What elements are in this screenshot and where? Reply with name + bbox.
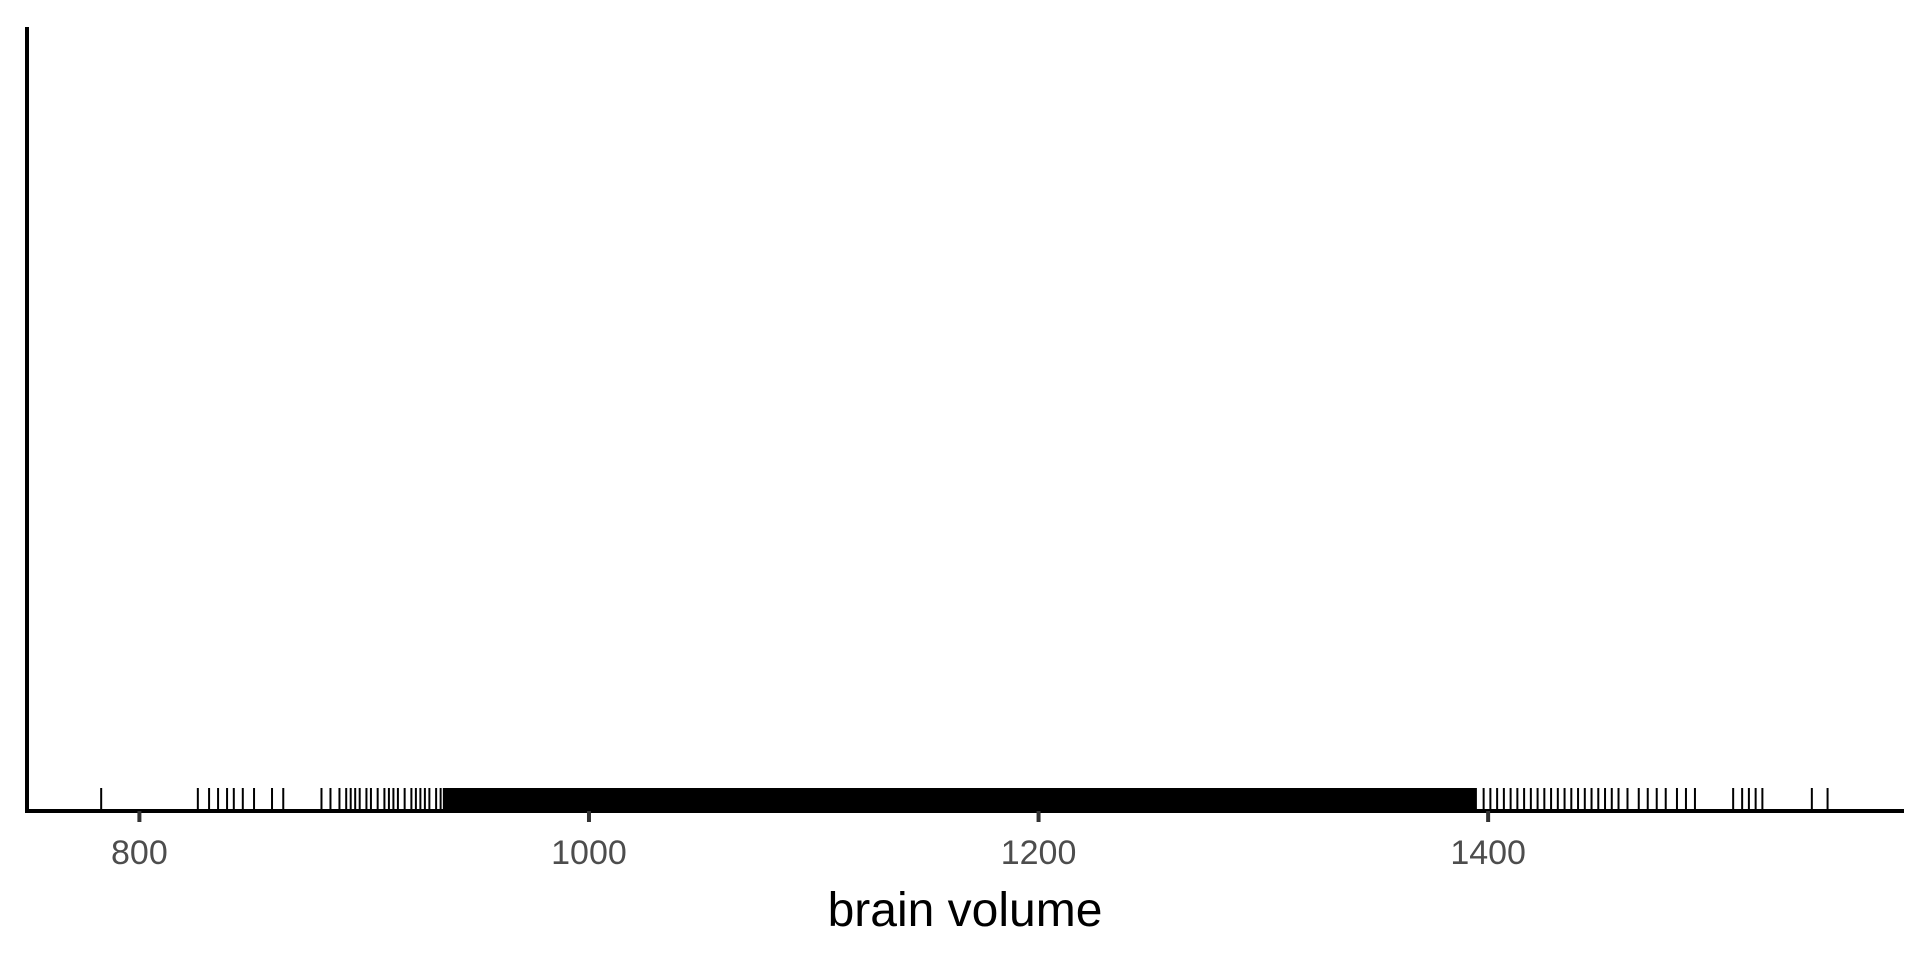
x-ticks: 800 1000 1200 1400 bbox=[111, 811, 1526, 872]
x-tick-label-1: 1000 bbox=[551, 834, 627, 872]
x-tick-label-0: 800 bbox=[111, 834, 168, 872]
rug-marks bbox=[100, 788, 1829, 811]
x-tick-label-3: 1400 bbox=[1450, 834, 1526, 872]
x-tick-label-2: 1200 bbox=[1001, 834, 1077, 872]
x-axis-title: brain volume bbox=[828, 884, 1103, 937]
rug-dense-band bbox=[442, 788, 1477, 811]
